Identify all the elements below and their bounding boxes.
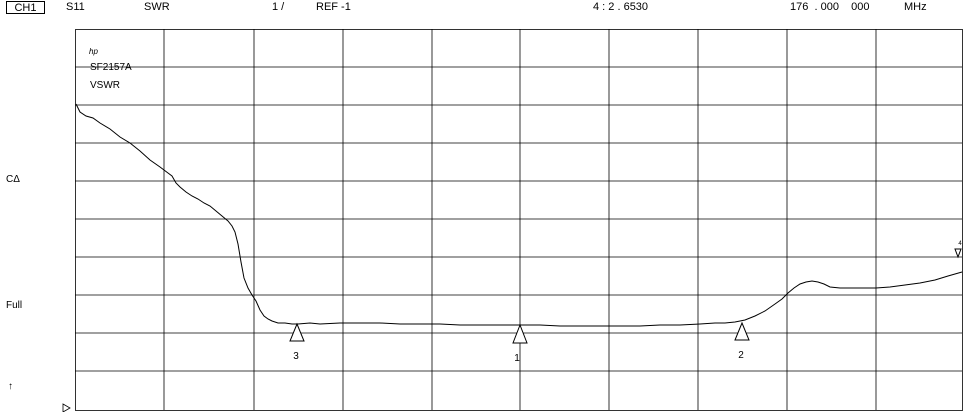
reference-value: REF -1 [316,1,351,13]
marker-1-label: 1 [514,353,520,364]
marker-frequency: 176 . 000 000 [790,1,870,13]
marker-4-triangle [954,248,962,259]
marker-3-triangle [289,322,305,342]
marker-3-label: 3 [293,351,299,362]
s-parameter: S11 [66,1,85,13]
marker-2-triangle [734,321,750,341]
marker-symbols [289,248,962,344]
marker-4-label: 4 [958,241,962,247]
swr-trace [75,103,963,327]
full-label: Full [6,300,23,311]
marker-readout: 4 : 2 . 6530 [593,1,649,13]
c-delta-label: CΔ [6,174,20,185]
vswr-label: VSWR [90,80,120,91]
marker-2-label: 2 [738,350,744,361]
display-format: SWR [144,1,170,13]
hp-logo-icon: hp [89,47,98,56]
marker-1-triangle [512,323,528,344]
up-arrow-icon: ↑ [8,381,13,392]
model-label: SF2157A [90,62,132,73]
reference-pointer [62,403,71,412]
scale-per-div: 1 / [272,1,285,13]
frequency-unit: MHz [904,1,927,13]
channel-indicator[interactable]: CH1 [6,1,45,14]
